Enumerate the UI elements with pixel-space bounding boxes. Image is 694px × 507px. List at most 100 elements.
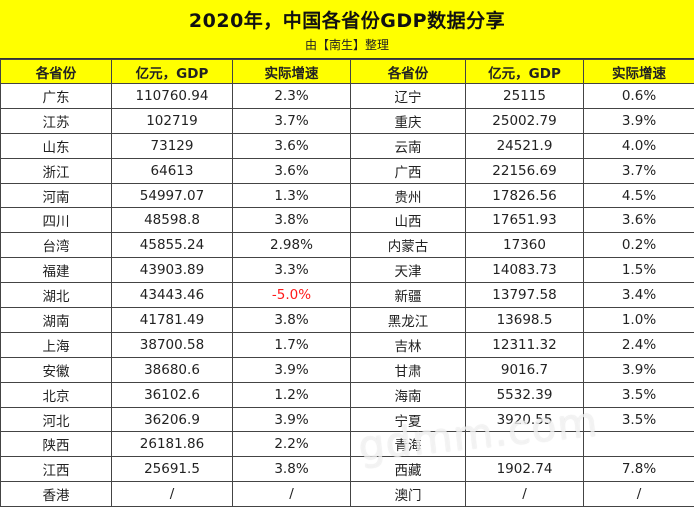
cell-province-left: 福建 [1,258,112,283]
cell-gdp-left: 45855.24 [112,233,233,258]
cell-gdp-left: 36102.6 [112,382,233,407]
header-gdp-right: 亿元，GDP [466,60,584,84]
cell-province-right: 青海 [351,432,466,457]
cell-growth-left: / [233,482,351,507]
cell-gdp-right: 5532.39 [466,382,584,407]
cell-province-right: 吉林 [351,332,466,357]
cell-growth-left: 3.9% [233,407,351,432]
cell-gdp-left: 54997.07 [112,183,233,208]
cell-gdp-right [466,432,584,457]
cell-growth-right: 0.6% [584,84,694,109]
cell-province-left: 上海 [1,332,112,357]
cell-growth-left: 1.7% [233,332,351,357]
cell-gdp-left: / [112,482,233,507]
cell-gdp-left: 26181.86 [112,432,233,457]
cell-province-left: 江西 [1,457,112,482]
header-growth-left: 实际增速 [233,60,351,84]
cell-province-left: 广东 [1,84,112,109]
cell-gdp-left: 64613 [112,158,233,183]
cell-growth-right: 4.5% [584,183,694,208]
cell-gdp-left: 43903.89 [112,258,233,283]
page-subtitle: 由【南生】整理 [0,36,694,53]
cell-province-left: 湖南 [1,308,112,333]
cell-province-right: 澳门 [351,482,466,507]
cell-gdp-right: 25002.79 [466,108,584,133]
cell-growth-right: 2.4% [584,332,694,357]
cell-gdp-right: 22156.69 [466,158,584,183]
cell-gdp-left: 48598.8 [112,208,233,233]
cell-province-right: 天津 [351,258,466,283]
header-gdp-left: 亿元，GDP [112,60,233,84]
cell-growth-right [584,432,694,457]
cell-growth-right: 3.4% [584,283,694,308]
cell-growth-left: 3.8% [233,457,351,482]
cell-growth-left: 3.9% [233,357,351,382]
cell-province-left: 山东 [1,133,112,158]
cell-province-left: 香港 [1,482,112,507]
cell-growth-right: 0.2% [584,233,694,258]
cell-province-left: 江苏 [1,108,112,133]
cell-growth-right: 3.5% [584,382,694,407]
cell-growth-right: 3.9% [584,108,694,133]
cell-gdp-left: 38700.58 [112,332,233,357]
page-title: 2020年，中国各省份GDP数据分享 [0,6,694,33]
cell-gdp-right: 3920.55 [466,407,584,432]
cell-growth-left: 1.2% [233,382,351,407]
cell-province-left: 河南 [1,183,112,208]
cell-province-right: 云南 [351,133,466,158]
cell-gdp-right: / [466,482,584,507]
cell-growth-left: 3.6% [233,158,351,183]
cell-gdp-left: 43443.46 [112,283,233,308]
cell-province-right: 宁夏 [351,407,466,432]
cell-province-left: 四川 [1,208,112,233]
table-row: 香港//澳门// [1,482,694,507]
cell-province-left: 北京 [1,382,112,407]
cell-gdp-right: 1902.74 [466,457,584,482]
cell-province-left: 安徽 [1,357,112,382]
cell-gdp-left: 102719 [112,108,233,133]
cell-growth-left: 3.3% [233,258,351,283]
cell-province-left: 台湾 [1,233,112,258]
cell-gdp-left: 25691.5 [112,457,233,482]
cell-province-right: 山西 [351,208,466,233]
cell-gdp-right: 13698.5 [466,308,584,333]
cell-gdp-left: 38680.6 [112,357,233,382]
cell-growth-right: / [584,482,694,507]
cell-province-right: 贵州 [351,183,466,208]
cell-province-right: 重庆 [351,108,466,133]
cell-growth-right: 3.6% [584,208,694,233]
cell-province-left: 陕西 [1,432,112,457]
cell-growth-left: 2.2% [233,432,351,457]
header-province-left: 各省份 [1,60,112,84]
cell-province-right: 西藏 [351,457,466,482]
cell-gdp-right: 13797.58 [466,283,584,308]
cell-growth-right: 1.0% [584,308,694,333]
cell-growth-left: 3.6% [233,133,351,158]
cell-growth-left: 3.7% [233,108,351,133]
cell-province-right: 新疆 [351,283,466,308]
cell-gdp-right: 17651.93 [466,208,584,233]
cell-growth-right: 3.7% [584,158,694,183]
header-growth-right: 实际增速 [584,60,694,84]
cell-growth-left: 2.98% [233,233,351,258]
cell-province-right: 海南 [351,382,466,407]
title-banner: 2020年，中国各省份GDP数据分享 由【南生】整理 [0,0,694,59]
cell-province-right: 内蒙古 [351,233,466,258]
cell-growth-left: 3.8% [233,308,351,333]
cell-province-left: 浙江 [1,158,112,183]
